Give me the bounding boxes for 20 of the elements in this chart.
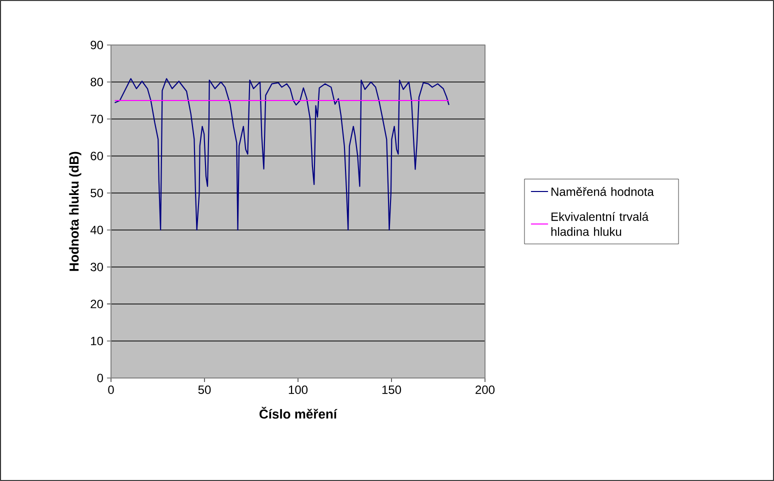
- x-tick-label: 150: [382, 386, 402, 394]
- y-tick-label: 40: [90, 226, 104, 234]
- legend-label: Ekvivalentní trvalá hladina hluku: [551, 212, 649, 236]
- x-tick-label: 0: [108, 386, 114, 394]
- y-tick-label: 30: [90, 262, 104, 272]
- y-tick-label: 10: [91, 336, 104, 346]
- y-tick-label: 20: [90, 300, 104, 308]
- x-axis-title: Číslo měření: [260, 406, 338, 419]
- y-tick-label: 80: [90, 78, 104, 86]
- y-tick-label: 70: [90, 114, 104, 124]
- y-tick-label: 0: [97, 374, 104, 382]
- y-tick-label: 90: [90, 40, 104, 50]
- legend-label: Naměřená hodnota: [552, 187, 654, 196]
- y-axis-title: Hodnota hluku (dB): [69, 152, 82, 271]
- x-tick-label: 50: [198, 386, 211, 394]
- y-tick-label: 60: [90, 152, 104, 160]
- line-series: [114, 78, 450, 231]
- x-tick-label: 100: [288, 386, 308, 394]
- x-tick-label: 200: [476, 386, 495, 394]
- y-tick-label: 50: [90, 188, 104, 198]
